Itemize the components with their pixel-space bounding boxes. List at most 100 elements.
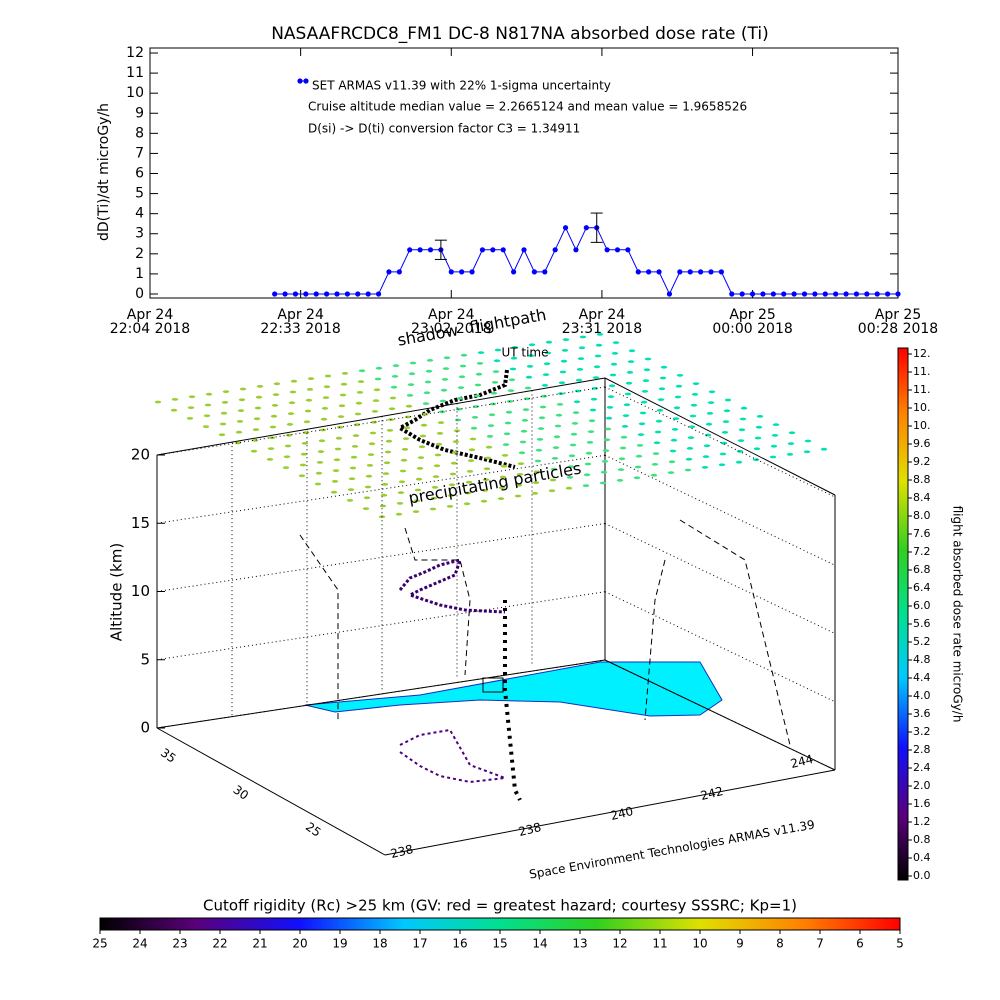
particle-marker — [596, 333, 604, 336]
particle-marker — [379, 504, 387, 508]
particle-marker — [337, 415, 345, 418]
colorbar-tick-label: 4.8 — [913, 653, 931, 666]
particle-marker — [552, 446, 560, 449]
point — [313, 291, 319, 297]
particle-marker — [304, 409, 312, 413]
point — [853, 291, 860, 297]
particle-marker — [566, 476, 574, 479]
particle-marker — [301, 442, 309, 445]
particle-marker — [670, 438, 678, 442]
particle-marker — [684, 468, 692, 472]
lat-tick-label: 30 — [231, 782, 252, 802]
z-tick-label: 15 — [131, 514, 150, 532]
particle-marker — [449, 472, 457, 476]
particle-marker — [443, 356, 451, 360]
particle-marker — [395, 512, 403, 516]
particle-marker — [255, 395, 263, 399]
chart-title: NASAAFRCDC8_FM1 DC-8 N817NA absorbed dos… — [271, 24, 769, 44]
annotation: Cruise altitude median value = 2.2665124… — [308, 100, 747, 114]
particle-marker — [573, 400, 581, 404]
point — [365, 291, 371, 297]
z-tick-label: 5 — [140, 650, 150, 668]
particle-marker — [436, 432, 444, 435]
colorbar-tick-label: 21 — [252, 937, 267, 951]
particle-marker — [532, 481, 540, 484]
particle-marker — [554, 424, 562, 428]
particle-marker — [347, 488, 355, 491]
particle-marker — [314, 482, 322, 486]
particle-marker — [186, 417, 194, 420]
particle-marker — [222, 390, 230, 393]
colorbar-tick-label: 15 — [492, 937, 507, 951]
colorbar-tick-label: 8.4 — [913, 491, 931, 504]
particle-marker — [459, 364, 467, 368]
particle-marker — [390, 385, 398, 389]
x-tick-label: 22:33 2018 — [260, 321, 340, 337]
particle-marker — [576, 368, 584, 371]
particle-marker — [625, 381, 633, 385]
particle-marker — [657, 398, 665, 401]
particle-marker — [559, 370, 567, 374]
particle-marker — [433, 464, 441, 468]
particle-marker — [703, 444, 711, 448]
particle-marker — [753, 447, 761, 451]
particle-marker — [477, 351, 485, 354]
colorbar-tick-label: 20 — [292, 937, 307, 951]
particle-marker — [412, 510, 420, 513]
point — [739, 291, 745, 297]
particle-marker — [617, 468, 625, 471]
point — [760, 291, 766, 297]
particle-marker — [626, 371, 634, 374]
particle-marker — [460, 353, 468, 357]
x-tick-label: Apr 24 — [127, 307, 174, 323]
point — [874, 291, 880, 297]
colorbar-tick-label: 22 — [212, 937, 227, 951]
particle-marker — [267, 447, 275, 450]
colorbar-tick-label: 12. — [913, 347, 931, 360]
particle-marker — [803, 450, 811, 454]
particle-marker — [583, 473, 591, 477]
particle-marker — [234, 441, 242, 445]
point — [625, 247, 631, 253]
colorbar-tick-label: 4.4 — [913, 671, 931, 684]
point — [500, 247, 506, 253]
plot-frame — [149, 47, 899, 299]
particle-marker — [541, 384, 549, 387]
particle-marker — [621, 425, 629, 428]
particle-marker — [627, 360, 635, 363]
particle-marker — [640, 400, 648, 404]
particle-marker — [486, 435, 494, 438]
particle-marker — [335, 436, 343, 440]
particle-marker — [382, 472, 390, 475]
particle-marker — [505, 410, 513, 414]
point — [562, 225, 569, 231]
particle-marker — [221, 401, 229, 404]
colorbar-tick-label: 0.0 — [913, 869, 931, 882]
legend-label: SET ARMAS v11.39 with 22% 1-sigma uncert… — [312, 79, 611, 93]
particle-marker — [450, 461, 458, 465]
colorbar-tick-label: 23 — [172, 937, 187, 951]
particle-marker — [509, 367, 517, 371]
plot-3d — [154, 333, 836, 856]
particle-marker — [401, 448, 409, 451]
particle-marker — [667, 471, 675, 474]
particle-marker — [453, 429, 461, 433]
particle-marker — [368, 442, 376, 446]
point — [531, 269, 537, 275]
particle-marker — [346, 499, 354, 502]
particle-marker — [787, 442, 795, 445]
particle-marker — [363, 496, 371, 500]
particle-marker — [687, 436, 695, 439]
particle-marker — [719, 452, 727, 456]
particle-marker — [659, 376, 667, 380]
particle-marker — [611, 352, 619, 355]
particle-marker — [476, 362, 484, 365]
particle-marker — [538, 416, 546, 420]
particle-marker — [503, 432, 511, 436]
point — [344, 291, 350, 297]
particle-marker — [619, 446, 627, 450]
particle-marker — [353, 423, 361, 427]
particle-marker — [518, 451, 526, 455]
colorbar-tick-label: 9.2 — [913, 455, 931, 468]
particle-marker — [235, 430, 243, 434]
